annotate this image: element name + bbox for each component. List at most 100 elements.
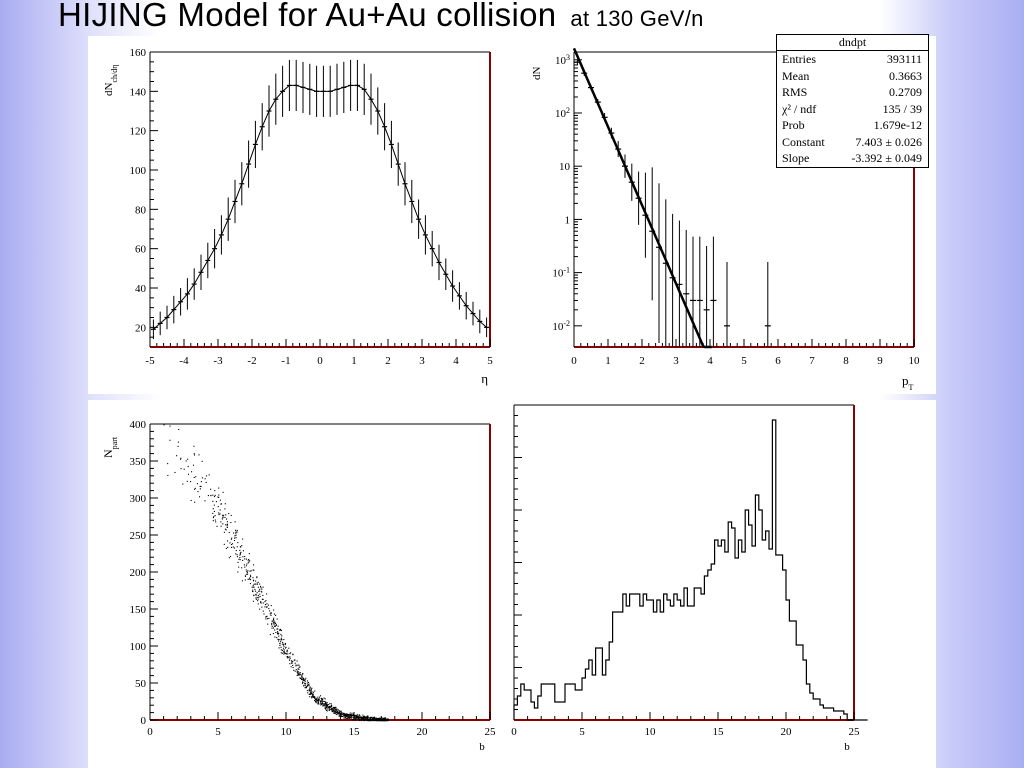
npart-point [212, 520, 214, 522]
npart-point [345, 714, 347, 716]
npart-point [283, 652, 285, 654]
npart-point [286, 649, 288, 651]
npart-point [366, 718, 369, 720]
npart-point [230, 538, 232, 540]
npart-point [221, 514, 224, 516]
npart-point [298, 674, 300, 676]
bhist-bar [766, 531, 769, 720]
npart-point [178, 428, 180, 431]
bhist-bar [633, 594, 636, 720]
bhist-bar [687, 606, 690, 720]
bhist-bar [837, 711, 840, 720]
npart-point [328, 704, 330, 706]
npart-point [294, 659, 296, 661]
npart-point [326, 710, 328, 712]
npart-point [316, 698, 318, 700]
bhist-bar [827, 708, 830, 720]
npart-point [385, 718, 387, 720]
npart-point [316, 702, 318, 704]
npart-point [296, 674, 298, 676]
npart-point [239, 554, 241, 556]
bhist-bar [715, 540, 718, 720]
npart-point [329, 705, 331, 707]
npart-point [349, 716, 351, 718]
npart-point [324, 707, 326, 709]
npart-point [340, 714, 342, 717]
npart-point [239, 549, 241, 551]
npart-point [362, 716, 364, 719]
stats-row-value: 0.2709 [889, 85, 922, 99]
npart-point [351, 716, 353, 719]
npart-point [334, 711, 336, 713]
npart-point [382, 719, 384, 721]
npart-point [251, 586, 253, 588]
npart-point [280, 646, 282, 648]
npart-point [354, 716, 356, 718]
eta-x-tick-label: 0 [317, 355, 323, 367]
npart-point [220, 525, 222, 527]
eta-x-axis-label: η [481, 371, 488, 386]
npart-point [352, 714, 354, 717]
npart-x-tick-label: 10 [281, 726, 293, 738]
pt-x-tick-label: 2 [639, 355, 645, 367]
npart-point [326, 705, 329, 707]
npart-point [179, 458, 182, 460]
pt-fit-line [572, 47, 712, 349]
npart-point [331, 708, 333, 710]
npart-point [234, 537, 236, 539]
npart-point [339, 712, 341, 714]
npart-point [246, 570, 248, 573]
npart-point [321, 701, 323, 703]
npart-point [362, 719, 364, 721]
npart-point [248, 578, 250, 580]
npart-point [252, 586, 254, 588]
npart-point [358, 717, 360, 719]
npart-point [375, 717, 377, 719]
npart-point [280, 629, 283, 632]
npart-point [373, 716, 375, 718]
bhist-bar [650, 600, 653, 720]
npart-point [335, 713, 337, 715]
npart-point [339, 711, 341, 713]
npart-point [366, 716, 369, 718]
npart-point [224, 503, 226, 505]
npart-point [349, 717, 351, 720]
npart-point [326, 707, 328, 709]
npart-point [245, 558, 248, 560]
npart-point [331, 711, 333, 713]
npart-point [320, 701, 322, 703]
npart-point [226, 518, 228, 520]
npart-point [300, 677, 302, 679]
pt-x-tick-label: 4 [707, 355, 713, 367]
npart-point [310, 691, 312, 693]
npart-point [249, 579, 252, 581]
bhist-bar [698, 588, 701, 720]
npart-x-tick-label: 25 [485, 726, 497, 738]
npart-point [244, 555, 246, 558]
npart-point [349, 712, 351, 714]
npart-point [361, 718, 363, 720]
npart-point [186, 480, 188, 482]
npart-point [335, 710, 337, 712]
npart-point [336, 714, 338, 716]
stats-row-value: 393111 [886, 52, 922, 66]
pt-y-tick-label: 10 [559, 161, 571, 173]
npart-point [299, 677, 301, 679]
bhist-bar [762, 540, 765, 720]
npart-point [225, 514, 227, 516]
npart-point [304, 684, 306, 686]
npart-point [363, 719, 365, 721]
npart-point [238, 558, 240, 560]
npart-point [331, 709, 333, 711]
npart-point [326, 704, 329, 706]
npart-point [205, 475, 208, 477]
npart-point [306, 690, 308, 692]
npart-point [273, 613, 276, 615]
npart-point [260, 590, 262, 592]
npart-point [303, 684, 305, 686]
npart-point [307, 684, 309, 686]
npart-point [373, 717, 375, 719]
npart-point [259, 588, 261, 590]
stats-row-value: 1.679e-12 [873, 118, 922, 132]
pt-x-tick-label: 3 [673, 355, 679, 367]
